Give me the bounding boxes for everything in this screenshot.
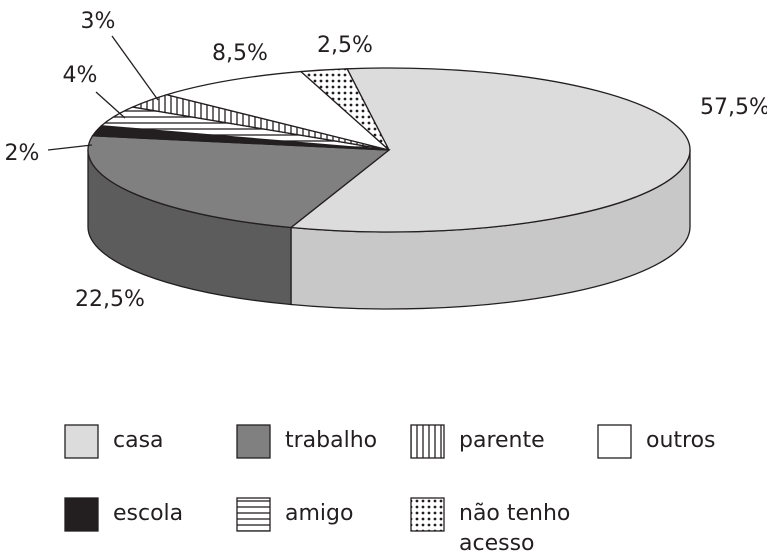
data-label: 57,5% — [700, 95, 767, 120]
pie-slice — [299, 68, 390, 151]
legend-label: casa — [113, 428, 164, 453]
data-label: 2,5% — [317, 33, 373, 58]
data-label: 4% — [63, 63, 98, 88]
legend-label: não tenho acesso — [459, 501, 571, 556]
data-label: 22,5% — [75, 287, 145, 312]
pie-slice — [164, 70, 390, 151]
legend-swatch — [597, 424, 632, 459]
legend-swatch — [410, 424, 445, 459]
legend-label: outros — [646, 428, 716, 453]
data-label: 8,5% — [212, 41, 268, 66]
leader-line — [47, 144, 93, 151]
leader-line — [95, 91, 126, 119]
legend-label: parente — [459, 428, 545, 453]
legend-swatch — [64, 497, 99, 532]
legend-label: escola — [113, 501, 184, 526]
legend-label: trabalho — [285, 428, 378, 453]
data-label: 2% — [5, 141, 40, 166]
leader-line — [111, 35, 159, 101]
legend-swatch — [236, 424, 271, 459]
legend-swatch — [236, 497, 271, 532]
data-label: 3% — [81, 9, 116, 34]
legend-label: amigo — [285, 501, 354, 526]
pie-slice — [289, 67, 691, 233]
pie-slice — [87, 135, 391, 229]
legend-swatch — [410, 497, 445, 532]
legend-swatch — [64, 424, 99, 459]
